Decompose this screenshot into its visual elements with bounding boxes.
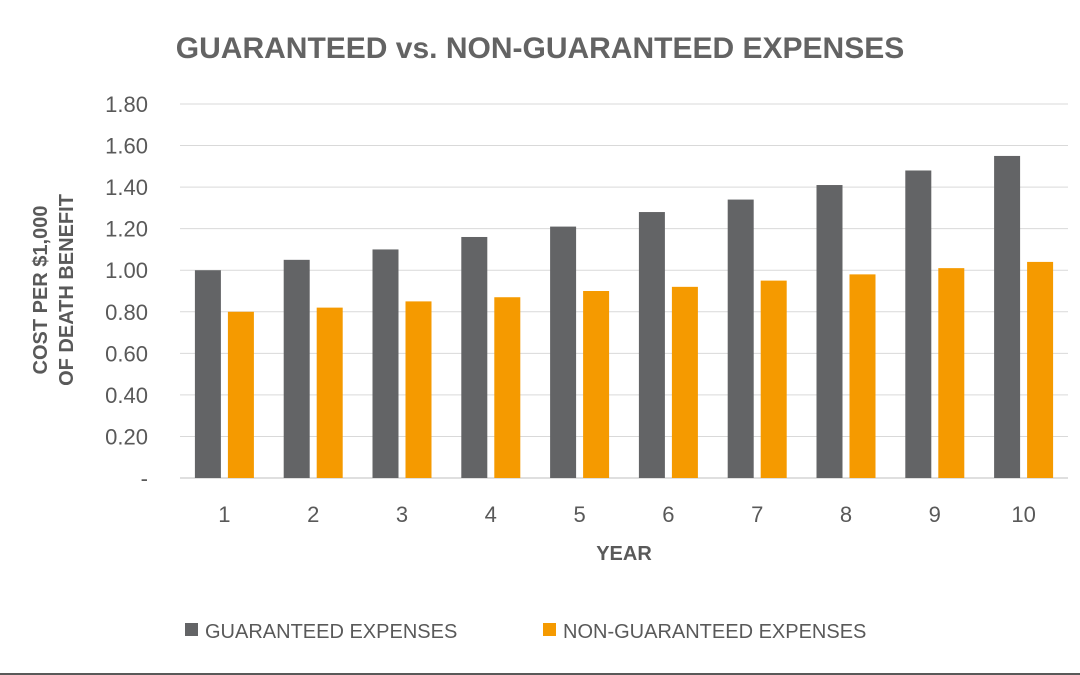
- legend-swatch-guaranteed: [185, 623, 198, 636]
- bar-non-guaranteed: [938, 268, 965, 478]
- bar-non-guaranteed: [849, 274, 876, 478]
- y-tick-label: 1.00: [105, 258, 148, 283]
- y-tick-label: 0.80: [105, 300, 148, 325]
- bar-guaranteed: [194, 270, 221, 478]
- bar-guaranteed: [816, 185, 843, 479]
- x-tick-label: 7: [751, 502, 763, 527]
- y-tick-label: 1.40: [105, 175, 148, 200]
- bar-guaranteed: [372, 249, 399, 478]
- gridlines: [180, 103, 1068, 479]
- bar-non-guaranteed: [405, 301, 432, 478]
- x-tick-label: 2: [307, 502, 319, 527]
- bar-non-guaranteed: [583, 291, 610, 478]
- bar-non-guaranteed: [316, 307, 343, 478]
- bars: [194, 155, 1054, 479]
- x-tick-label: 10: [1011, 502, 1035, 527]
- bar-guaranteed: [550, 226, 577, 478]
- bar-guaranteed: [994, 155, 1021, 478]
- y-tick-label: 1.60: [105, 134, 148, 159]
- x-tick-label: 3: [396, 502, 408, 527]
- bar-non-guaranteed: [760, 280, 787, 478]
- x-tick-labels: 1 2 3 4 5 6 7 8 9 10: [218, 502, 1036, 527]
- y-tick-labels: - 0.20 0.40 0.60 0.80 1.00 1.20 1.40 1.60 1.80: [105, 92, 148, 491]
- legend-label-guaranteed: GUARANTEED EXPENSES: [205, 621, 457, 643]
- y-tick-label: 1.20: [105, 217, 148, 242]
- x-tick-label: 1: [218, 502, 230, 527]
- x-tick-label: 8: [840, 502, 852, 527]
- legend-label-non-guaranteed: NON-GUARANTEED EXPENSES: [563, 621, 866, 643]
- x-tick-label: 9: [929, 502, 941, 527]
- bar-guaranteed: [283, 259, 310, 478]
- y-tick-label: 0.20: [105, 424, 148, 449]
- bar-non-guaranteed: [227, 311, 254, 478]
- bar-non-guaranteed: [494, 297, 521, 478]
- x-tick-label: 5: [573, 502, 585, 527]
- x-tick-label: 6: [662, 502, 674, 527]
- bar-guaranteed: [727, 199, 754, 479]
- legend: GUARANTEED EXPENSES NON-GUARANTEED EXPEN…: [185, 621, 866, 643]
- y-tick-label: 0.40: [105, 383, 148, 408]
- legend-swatch-non-guaranteed: [543, 623, 556, 636]
- y-axis-label-line-2: OF DEATH BENEFIT: [56, 194, 78, 386]
- chart-title: GUARANTEED vs. NON-GUARANTEED EXPENSES: [176, 32, 904, 65]
- x-tick-label: 4: [485, 502, 497, 527]
- x-axis-label: YEAR: [596, 543, 652, 565]
- bar-non-guaranteed: [671, 286, 698, 478]
- y-tick-label: -: [141, 466, 148, 491]
- bar-guaranteed: [905, 170, 932, 478]
- y-tick-label: 1.80: [105, 92, 148, 117]
- bar-guaranteed: [461, 236, 488, 478]
- bar-non-guaranteed: [1027, 261, 1054, 478]
- y-axis-label-line-1: COST PER $1,000: [30, 206, 52, 375]
- bar-guaranteed: [638, 212, 665, 479]
- y-tick-label: 0.60: [105, 341, 148, 366]
